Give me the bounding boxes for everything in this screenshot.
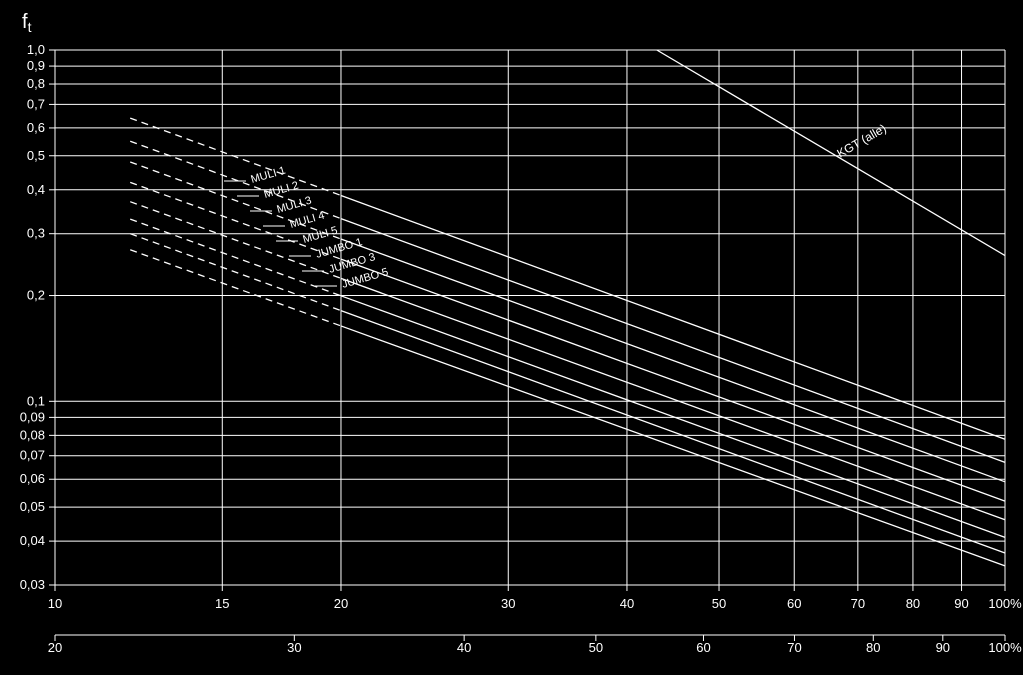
x-tick-label-secondary: 50 bbox=[589, 640, 603, 655]
x-tick-label-primary: 15 bbox=[215, 596, 229, 611]
x-tick-label-primary: 40 bbox=[620, 596, 634, 611]
y-tick-label: 0,1 bbox=[27, 393, 45, 408]
x-tick-label-secondary: 40 bbox=[457, 640, 471, 655]
x-tick-label-primary: 90 bbox=[954, 596, 968, 611]
x-tick-label-primary: 80 bbox=[906, 596, 920, 611]
x-tick-label-primary: 70 bbox=[851, 596, 865, 611]
x-tick-label-primary: 10 bbox=[48, 596, 62, 611]
x-tick-label-secondary: 80 bbox=[866, 640, 880, 655]
x-tick-label-secondary: 60 bbox=[696, 640, 710, 655]
y-tick-label: 0,7 bbox=[27, 96, 45, 111]
x-tick-label-secondary: 70 bbox=[787, 640, 801, 655]
x-tick-label-secondary: 90 bbox=[936, 640, 950, 655]
x-tick-label-primary: 100% bbox=[988, 596, 1022, 611]
y-tick-label: 0,8 bbox=[27, 76, 45, 91]
y-tick-label: 0,6 bbox=[27, 120, 45, 135]
y-tick-label: 0,3 bbox=[27, 226, 45, 241]
y-tick-label: 0,03 bbox=[20, 577, 45, 592]
x-tick-label-primary: 30 bbox=[501, 596, 515, 611]
y-tick-label: 0,5 bbox=[27, 148, 45, 163]
x-tick-label-primary: 20 bbox=[334, 596, 348, 611]
chart-background bbox=[0, 0, 1023, 675]
y-tick-label: 0,09 bbox=[20, 409, 45, 424]
y-tick-label: 0,9 bbox=[27, 58, 45, 73]
y-tick-label: 0,2 bbox=[27, 288, 45, 303]
x-tick-label-secondary: 20 bbox=[48, 640, 62, 655]
y-tick-label: 0,04 bbox=[20, 533, 45, 548]
y-tick-label: 0,07 bbox=[20, 448, 45, 463]
x-tick-label-secondary: 30 bbox=[287, 640, 301, 655]
log-log-chart: 1,00,9 0,8 0,7 0,6 0,5 0,4 0,3 0,2 0,10,09 0,08 0,… bbox=[0, 0, 1023, 675]
y-tick-label: 0,4 bbox=[27, 182, 45, 197]
y-tick-label: 1,0 bbox=[27, 42, 45, 57]
y-tick-label: 0,06 bbox=[20, 471, 45, 486]
x-tick-label-primary: 50 bbox=[712, 596, 726, 611]
y-tick-label: 0,05 bbox=[20, 499, 45, 514]
y-tick-label: 0,08 bbox=[20, 427, 45, 442]
x-tick-label-primary: 60 bbox=[787, 596, 801, 611]
x-tick-label-secondary: 100% bbox=[988, 640, 1022, 655]
